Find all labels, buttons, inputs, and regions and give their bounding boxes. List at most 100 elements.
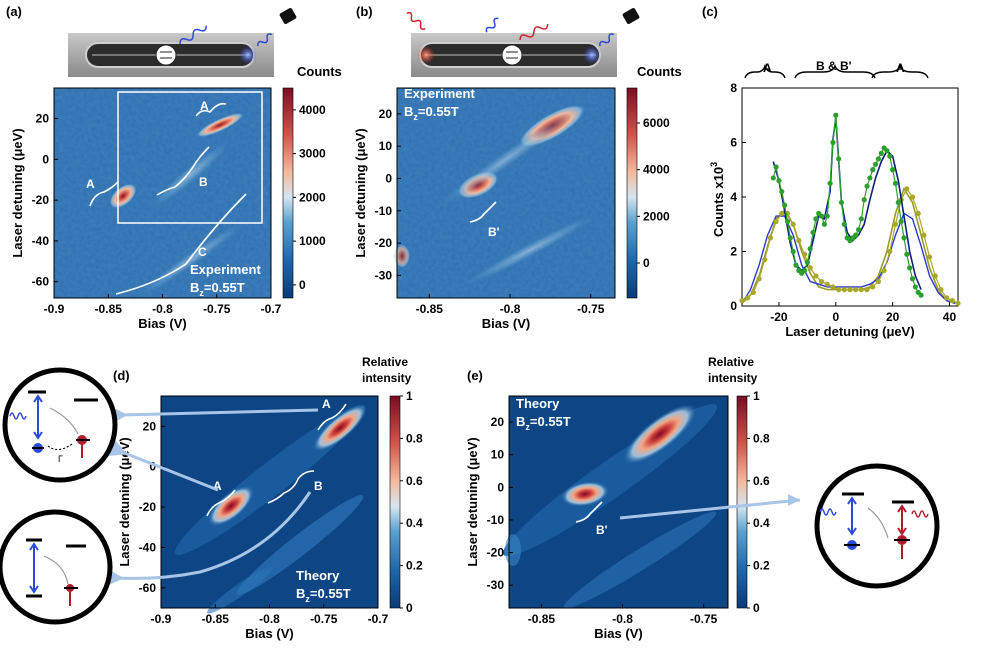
data-point bbox=[887, 248, 893, 255]
data-point bbox=[878, 150, 884, 156]
data-point bbox=[807, 246, 813, 252]
data-point bbox=[847, 287, 853, 293]
annotations-a: A A B C Experiment Bz=0.55T bbox=[86, 99, 261, 298]
level-diagram-2 bbox=[0, 509, 113, 625]
xtick-label: -20 bbox=[770, 310, 788, 324]
data-point bbox=[926, 254, 933, 260]
xtick-label: 20 bbox=[886, 310, 900, 324]
cbar-tick-label: 0.2 bbox=[753, 559, 770, 573]
data-point bbox=[779, 188, 785, 195]
field-label-a: Bz=0.55T bbox=[190, 280, 245, 298]
ytick-label: -30 bbox=[375, 268, 393, 282]
ytick-label: 20 bbox=[143, 419, 157, 433]
ylabel: Laser detuning (μeV) bbox=[465, 437, 480, 566]
series-line-1 bbox=[741, 187, 959, 304]
data-point bbox=[907, 265, 913, 271]
xtick-label: -0.85 bbox=[416, 302, 444, 316]
arrow-b-to-diagram bbox=[93, 491, 312, 592]
data-point bbox=[895, 199, 901, 206]
data-point bbox=[872, 161, 879, 167]
data-point bbox=[921, 232, 927, 238]
data-point bbox=[887, 153, 893, 159]
data-point bbox=[790, 221, 796, 227]
data-point bbox=[827, 180, 833, 186]
xtick-label: -0.9 bbox=[151, 612, 172, 626]
data-point bbox=[892, 180, 899, 186]
data-point bbox=[750, 289, 756, 295]
colorbar-a bbox=[282, 87, 294, 299]
cbar-tick-label: 4000 bbox=[299, 103, 326, 117]
ytick-label: 20 bbox=[36, 112, 50, 126]
ytick-label: 6 bbox=[730, 136, 737, 150]
data-point bbox=[821, 221, 828, 227]
label-b-a: B bbox=[199, 175, 208, 189]
ytick-label: 2 bbox=[730, 245, 737, 259]
xtick-label: -0.85 bbox=[95, 302, 123, 316]
data-point bbox=[853, 287, 859, 293]
data-point bbox=[790, 248, 796, 255]
ytick-label: -60 bbox=[139, 581, 157, 595]
arrow-bprime-to-diagram bbox=[619, 498, 801, 520]
level-diagram-1: Γ bbox=[2, 367, 118, 483]
xtick-label: -0.8 bbox=[500, 302, 521, 316]
cbar-tick-label: 0.8 bbox=[753, 431, 770, 445]
xtick-label: -0.9 bbox=[44, 302, 65, 316]
data-point bbox=[739, 297, 745, 304]
data-point bbox=[801, 251, 808, 257]
data-point bbox=[904, 251, 910, 257]
xtick-label: -0.7 bbox=[261, 302, 282, 316]
data-point bbox=[909, 194, 916, 200]
data-point bbox=[955, 300, 961, 306]
axes-b: -0.85 -0.8 -0.75 20 10 0 -10 -20 -30 Bias (V) Lase… bbox=[353, 107, 670, 331]
colorbar-e-title-2: intensity bbox=[708, 371, 758, 385]
data-point bbox=[830, 284, 836, 290]
ytick-label: -10 bbox=[375, 204, 393, 218]
theory-label-d: Theory bbox=[296, 568, 340, 583]
cbar-tick-label: 0 bbox=[299, 278, 306, 292]
theory-label-e: Theory bbox=[516, 396, 560, 411]
xtick-label: -0.85 bbox=[202, 612, 230, 626]
ytick-label: -40 bbox=[32, 234, 50, 248]
data-point bbox=[870, 284, 876, 290]
label-a-top: A bbox=[200, 99, 209, 113]
heatmap-d bbox=[160, 395, 379, 614]
label-a-top-d: A bbox=[322, 397, 331, 411]
cbar-tick-label: 0 bbox=[753, 601, 760, 615]
data-point bbox=[836, 287, 842, 293]
ytick-label: 10 bbox=[379, 139, 393, 153]
annotations-d: A A B Theory Bz=0.55T bbox=[206, 397, 351, 604]
series-line-2 bbox=[741, 186, 956, 305]
ytick-label: -20 bbox=[32, 193, 50, 207]
heatmap-e bbox=[503, 395, 729, 609]
annotations-b: Experiment Bz=0.55T B' bbox=[404, 86, 500, 239]
ytick-label: 10 bbox=[491, 448, 505, 462]
data-point bbox=[875, 156, 882, 162]
label-a-left: A bbox=[86, 177, 95, 191]
bracket-label-a-right: A bbox=[896, 61, 905, 75]
data-point bbox=[787, 235, 793, 241]
ytick-label: 0 bbox=[730, 299, 737, 313]
ytick-label: 20 bbox=[491, 415, 505, 429]
experiment-label-a: Experiment bbox=[190, 262, 261, 277]
cbar-tick-label: 0.4 bbox=[753, 516, 770, 530]
ylabel: Laser detuning (μeV) bbox=[10, 128, 25, 257]
bracket-label-a-left: A bbox=[763, 61, 772, 75]
field-label-b: Bz=0.55T bbox=[404, 104, 459, 122]
ytick-label: 0 bbox=[42, 152, 49, 166]
label-c: C bbox=[198, 245, 207, 259]
data-point bbox=[853, 232, 859, 238]
heatmap-b bbox=[394, 87, 616, 299]
series-line-0 bbox=[772, 115, 922, 296]
data-point bbox=[898, 218, 904, 225]
data-point bbox=[841, 221, 847, 227]
data-point bbox=[824, 213, 830, 219]
brackets-c: A B & B' A bbox=[744, 59, 929, 79]
xtick-label: -0.85 bbox=[528, 612, 556, 626]
data-point bbox=[838, 199, 845, 206]
data-point bbox=[836, 156, 842, 162]
data-point bbox=[858, 216, 864, 222]
data-point bbox=[890, 167, 896, 173]
line-plot-c: -20 0 20 40 0 2 4 6 8 Laser detuning (μeV) bbox=[730, 81, 961, 339]
arrow-a-left-to-diagram bbox=[94, 429, 219, 492]
panel-label-b: (b) bbox=[356, 4, 373, 19]
